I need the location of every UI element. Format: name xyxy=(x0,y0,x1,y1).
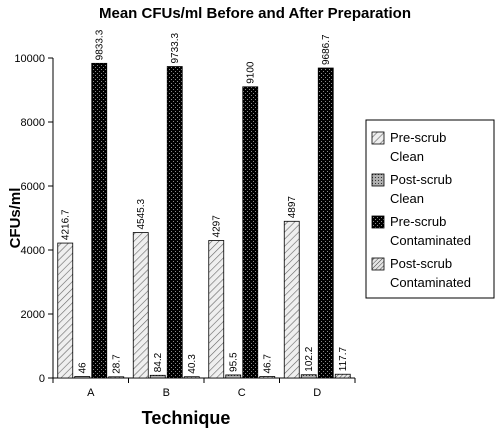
x-tick-label: A xyxy=(87,387,95,399)
bar xyxy=(225,374,242,379)
legend-swatch xyxy=(371,215,385,229)
data-label: 40.3 xyxy=(187,354,198,374)
bar xyxy=(283,220,300,379)
bar xyxy=(91,62,108,379)
data-label: 4545.3 xyxy=(136,199,147,230)
bar xyxy=(317,67,334,379)
bar xyxy=(183,376,200,379)
data-label: 46 xyxy=(78,362,89,374)
data-label: 95.5 xyxy=(229,352,240,372)
bar xyxy=(149,374,166,379)
x-axis-label: Technique xyxy=(142,408,231,428)
y-tick-label: 6000 xyxy=(21,181,45,193)
data-label: 9733.3 xyxy=(170,33,181,64)
bar xyxy=(166,66,183,379)
legend: Pre-scrub Clean Post-scrub Clean Pre-scrub Co… xyxy=(365,119,495,299)
bars xyxy=(57,62,351,379)
x-tick-label: B xyxy=(163,387,170,399)
bar xyxy=(74,376,91,379)
x-tick-label: D xyxy=(313,387,321,399)
value-labels: 4216.7 46 9833.3 28.7 4545.3 84.2 9733.3 40.3 42… xyxy=(61,29,350,373)
data-label: 4297 xyxy=(212,215,223,238)
legend-frame xyxy=(365,119,495,299)
y-tick-label: 2000 xyxy=(21,309,45,321)
y-tick-label: 10000 xyxy=(14,53,45,65)
data-label: 9686.7 xyxy=(321,34,332,65)
bar xyxy=(208,240,225,379)
bar xyxy=(132,232,149,379)
bar xyxy=(300,374,317,379)
legend-swatch xyxy=(371,173,385,187)
legend-label: Pre-scrub Contaminated xyxy=(390,214,471,248)
data-label: 9100 xyxy=(246,61,257,84)
legend-label: Post-scrub Contaminated xyxy=(390,256,471,290)
data-label: 4897 xyxy=(287,196,298,219)
bar xyxy=(57,242,74,379)
legend-label: Post-scrub Clean xyxy=(390,172,452,206)
data-label: 102.2 xyxy=(304,346,315,371)
data-label: 4216.7 xyxy=(61,209,72,240)
data-label: 28.7 xyxy=(112,354,123,374)
bar xyxy=(259,376,276,379)
bar xyxy=(242,86,259,379)
axes: 0 2000 4000 6000 8000 10000 A B C D xyxy=(14,53,356,399)
chart-title: Mean CFUs/ml Before and After Preparatio… xyxy=(99,5,411,22)
y-tick-label: 0 xyxy=(39,373,45,385)
legend-swatch xyxy=(371,257,385,271)
data-label: 117.7 xyxy=(338,347,349,372)
data-label: 46.7 xyxy=(263,354,274,374)
y-tick-label: 4000 xyxy=(21,245,45,257)
data-label: 84.2 xyxy=(153,352,164,372)
bar xyxy=(108,376,125,379)
legend-swatch xyxy=(371,131,385,145)
bar xyxy=(334,373,351,379)
y-tick-label: 8000 xyxy=(21,117,45,129)
data-label: 9833.3 xyxy=(95,29,106,60)
x-tick-label: C xyxy=(238,387,246,399)
y-axis-label: CFUs/ml xyxy=(7,188,24,249)
legend-label: Pre-scrub Clean xyxy=(390,130,446,164)
